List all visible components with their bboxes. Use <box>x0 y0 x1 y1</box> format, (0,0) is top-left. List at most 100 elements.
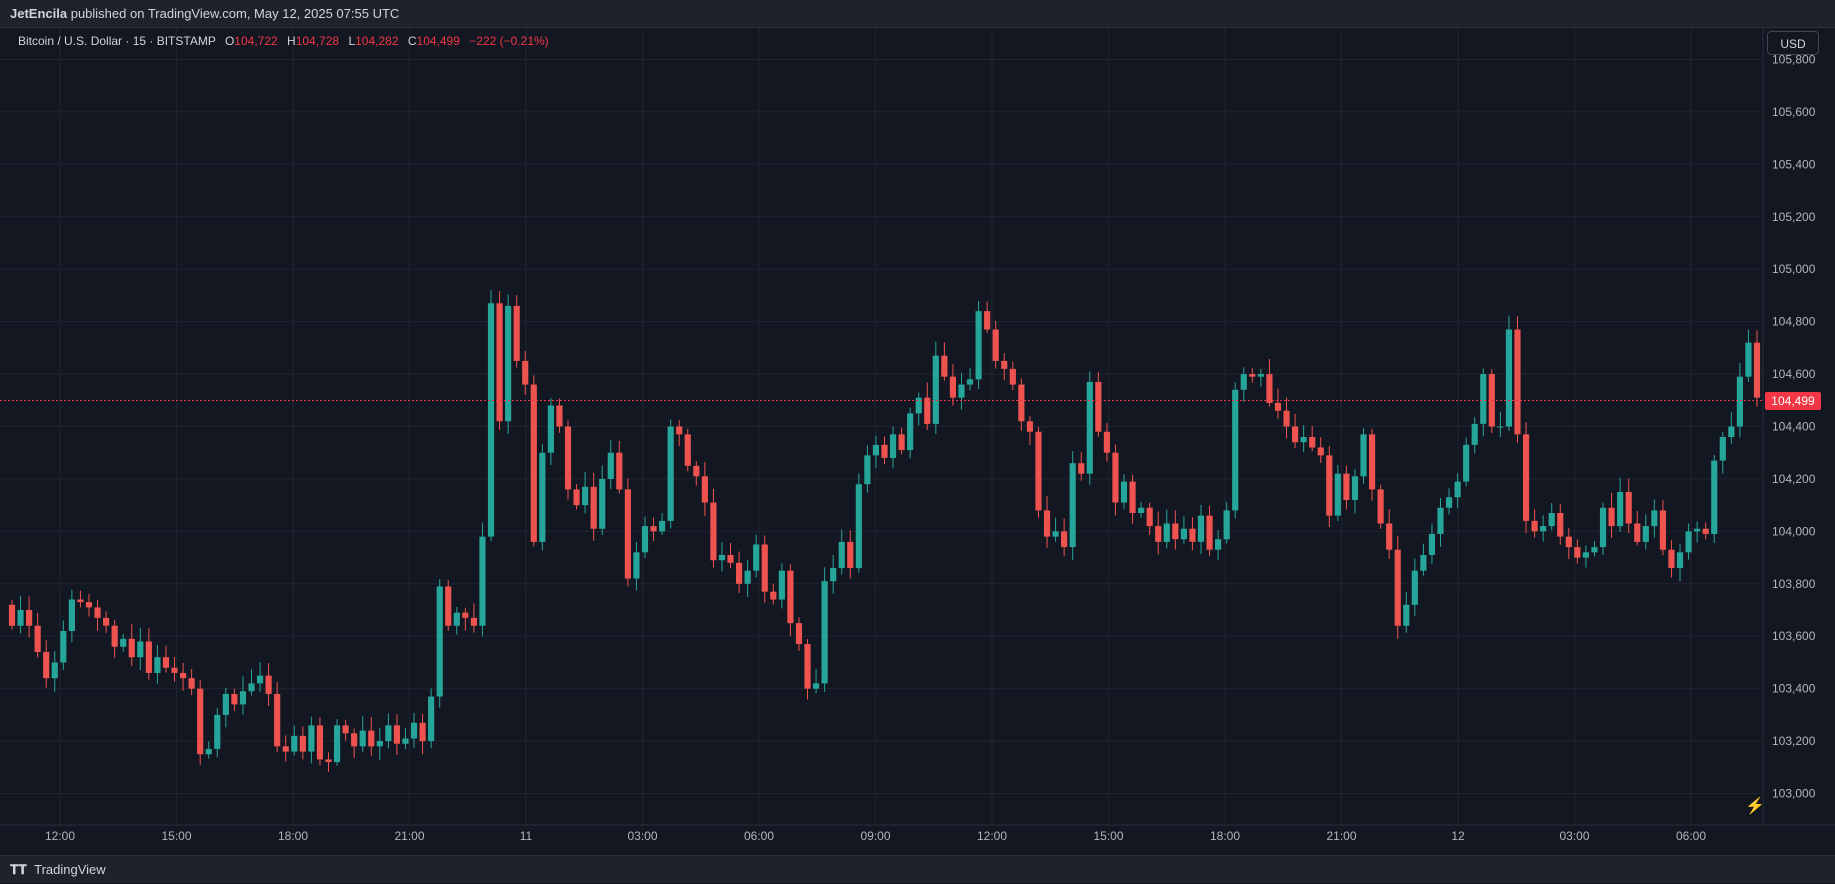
candle-body <box>590 486 597 529</box>
candle-body <box>949 376 957 398</box>
candle-body <box>830 568 837 582</box>
time-tick-label: 21:00 <box>394 829 424 843</box>
candle-body <box>453 612 460 626</box>
candle-body <box>1257 374 1264 377</box>
candle-body <box>1283 410 1290 427</box>
candle-body <box>915 397 922 414</box>
candle-body <box>907 413 914 451</box>
candle-body <box>1437 507 1444 534</box>
candle-body <box>855 484 862 569</box>
candle-body <box>1642 526 1649 542</box>
candle-body <box>496 303 503 422</box>
candle-body <box>1300 436 1307 443</box>
candle-body <box>299 735 306 752</box>
candle-body <box>924 397 931 424</box>
candle-body <box>898 434 905 451</box>
candle-body <box>624 489 631 579</box>
candle-body <box>1582 552 1590 558</box>
symbol-name[interactable]: Bitcoin / U.S. Dollar · 15 · BITSTAMP <box>18 34 216 48</box>
candle-body <box>188 678 195 689</box>
high-label: H <box>287 34 296 48</box>
symbol-legend: Bitcoin / U.S. Dollar · 15 · BITSTAMP O1… <box>18 33 549 49</box>
candle-body <box>582 486 589 506</box>
last-price-tag: 104,499 <box>1765 391 1821 410</box>
candle-body <box>1163 523 1170 542</box>
candle-body <box>761 544 768 592</box>
lightning-icon[interactable]: ⚡ <box>1745 798 1765 815</box>
candle-body <box>68 599 75 631</box>
candle-body <box>445 586 452 626</box>
candle-body <box>197 688 204 755</box>
currency-button[interactable]: USD <box>1767 31 1819 55</box>
candle-body <box>1232 389 1239 511</box>
candle-body <box>1514 329 1521 435</box>
candle-body <box>736 562 743 584</box>
candle-body <box>1317 447 1324 456</box>
footer-brand[interactable]: TradingView <box>34 862 106 877</box>
candle-body <box>1599 507 1607 548</box>
candle-body <box>1711 460 1718 534</box>
candle-body <box>1360 434 1367 477</box>
candle-body <box>1540 526 1547 532</box>
candle-body <box>171 667 178 673</box>
candle-body <box>522 360 529 385</box>
candle-body <box>248 683 255 692</box>
candle-body <box>1215 539 1222 550</box>
candle-body <box>804 644 811 689</box>
candle-body <box>958 384 965 398</box>
candle-body <box>1009 368 1016 385</box>
candle-body <box>1351 476 1359 500</box>
candle-body <box>607 452 614 479</box>
candle-body <box>693 465 700 477</box>
author-name[interactable]: JetEncila <box>10 6 68 21</box>
candle-body <box>1522 434 1530 521</box>
candle-body <box>573 489 580 506</box>
time-tick-label: 15:00 <box>1093 829 1123 843</box>
candle-body <box>1403 604 1410 626</box>
candle-body <box>1565 536 1572 548</box>
candle-body <box>1052 531 1059 537</box>
price-axis: 103,000 103,200 103,400 103,600 103,800 104,0… <box>1772 52 1816 800</box>
tradingview-logo-icon[interactable]: 𝐓𝐓 <box>10 862 27 877</box>
candle-body <box>34 625 41 652</box>
candle-body <box>333 725 341 763</box>
candle-body <box>1659 510 1666 550</box>
candle-body <box>1548 513 1555 527</box>
change-value: −222 (−0.21%) <box>469 34 549 48</box>
candle-body <box>1343 473 1350 500</box>
candle-body <box>231 693 238 705</box>
price-tick-label: 103,000 <box>1772 787 1816 801</box>
footer-bar: 𝐓𝐓 TradingView <box>0 855 1835 883</box>
candle-body <box>1138 507 1145 514</box>
candle-body <box>222 693 229 715</box>
candle-body <box>1480 374 1487 424</box>
candle-body <box>111 625 118 647</box>
time-tick-label: 18:00 <box>278 829 308 843</box>
time-axis: 12:00 15:00 18:00 21:00 11 03:00 06:00 09:00 12:… <box>45 829 1706 843</box>
candle-body <box>1368 434 1376 490</box>
candle-body <box>325 759 332 763</box>
candle-body <box>1018 384 1025 422</box>
candle-body <box>1206 515 1213 550</box>
candle-body <box>1061 531 1068 548</box>
candle-body <box>1035 431 1042 511</box>
candle-body <box>556 405 563 427</box>
candle-body <box>1634 523 1641 542</box>
close-value: 104,499 <box>416 34 460 48</box>
candle-body <box>60 630 67 663</box>
candle-body <box>205 748 212 755</box>
candle-body <box>1445 497 1453 508</box>
time-tick-label: 11 <box>520 829 533 843</box>
candle-body <box>616 452 623 490</box>
time-tick-label: 06:00 <box>744 829 774 843</box>
candle-body <box>676 426 683 435</box>
candle-body <box>966 379 974 385</box>
candle-body <box>941 355 948 377</box>
candle-body <box>1086 381 1093 474</box>
candles-layer <box>8 290 1761 772</box>
price-chart[interactable]: 103,000 103,200 103,400 103,600 103,800 104,0… <box>0 28 1835 855</box>
candle-body <box>17 610 24 626</box>
price-tick-label: 105,200 <box>1772 210 1816 224</box>
time-tick-label: 09:00 <box>860 829 890 843</box>
candle-body <box>1531 520 1538 532</box>
